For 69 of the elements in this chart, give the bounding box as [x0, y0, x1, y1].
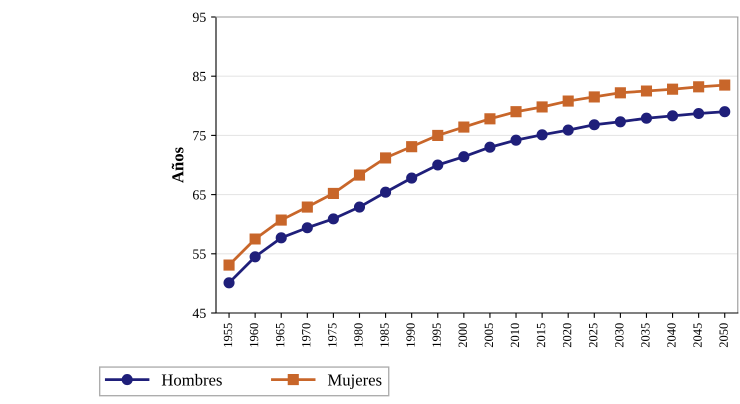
point: [354, 170, 366, 181]
y-tick-label: 75: [193, 131, 206, 140]
x-tick-label: 2030: [615, 323, 624, 348]
point: [484, 113, 496, 124]
point: [510, 106, 522, 118]
point: [406, 141, 418, 152]
point: [640, 112, 652, 124]
point: [302, 222, 313, 234]
point: [588, 119, 600, 130]
point: [719, 106, 730, 118]
point: [693, 108, 704, 120]
point: [354, 201, 366, 213]
point: [223, 277, 235, 288]
point: [302, 201, 313, 213]
x-tick-label: 2045: [693, 323, 702, 348]
point: [719, 80, 730, 91]
point: [276, 232, 287, 244]
point: [667, 84, 678, 95]
point: [484, 142, 496, 153]
legend-label: Hombres: [162, 374, 222, 386]
point: [432, 130, 444, 141]
point: [380, 152, 392, 164]
point: [406, 172, 418, 184]
point: [640, 85, 652, 97]
x-tick-label: 1990: [406, 323, 415, 347]
x-tick-label: 2020: [562, 323, 572, 348]
point: [276, 214, 287, 226]
x-tick-label: 2050: [719, 323, 728, 348]
y-tick-label: 45: [192, 308, 206, 318]
legend-label: Mujeres: [328, 374, 382, 389]
point: [328, 213, 339, 224]
point: [510, 134, 522, 146]
x-tick-label: 1995: [432, 323, 441, 347]
point: [380, 186, 392, 198]
point: [588, 91, 600, 102]
x-tick-label: 2040: [667, 323, 676, 348]
point: [250, 233, 261, 245]
point: [667, 110, 678, 122]
y-axis-title: Años: [172, 147, 184, 183]
x-tick-label: 2035: [641, 323, 650, 348]
x-tick-label: 1975: [328, 323, 337, 347]
point: [562, 124, 574, 136]
y-tick-label: 95: [192, 12, 206, 22]
x-tick-label: 2000: [458, 323, 467, 348]
x-tick-label: 1980: [354, 323, 363, 347]
x-tick-label: 1955: [224, 323, 232, 347]
x-tick-label: 2010: [510, 323, 520, 348]
x-tick-label: 1960: [250, 323, 258, 347]
x-tick-label: 1970: [302, 323, 310, 347]
point: [223, 259, 235, 271]
x-tick-label: 1965: [276, 323, 284, 347]
point: [536, 129, 548, 140]
point: [693, 81, 704, 92]
point: [614, 116, 626, 128]
x-tick-label: 2005: [484, 323, 494, 348]
x-tick-label: 2015: [536, 323, 546, 348]
point: [328, 188, 339, 199]
y-tick-label: 85: [192, 72, 206, 82]
x-tick-label: 1985: [380, 323, 389, 347]
y-tick-label: 65: [192, 190, 206, 200]
point: [432, 159, 444, 171]
point: [458, 151, 470, 162]
point: [250, 251, 261, 262]
point: [536, 101, 548, 113]
point: [614, 87, 626, 98]
point: [562, 96, 574, 107]
x-tick-label: 2025: [588, 323, 598, 348]
y-tick-label: 55: [193, 250, 206, 259]
point: [458, 122, 470, 133]
